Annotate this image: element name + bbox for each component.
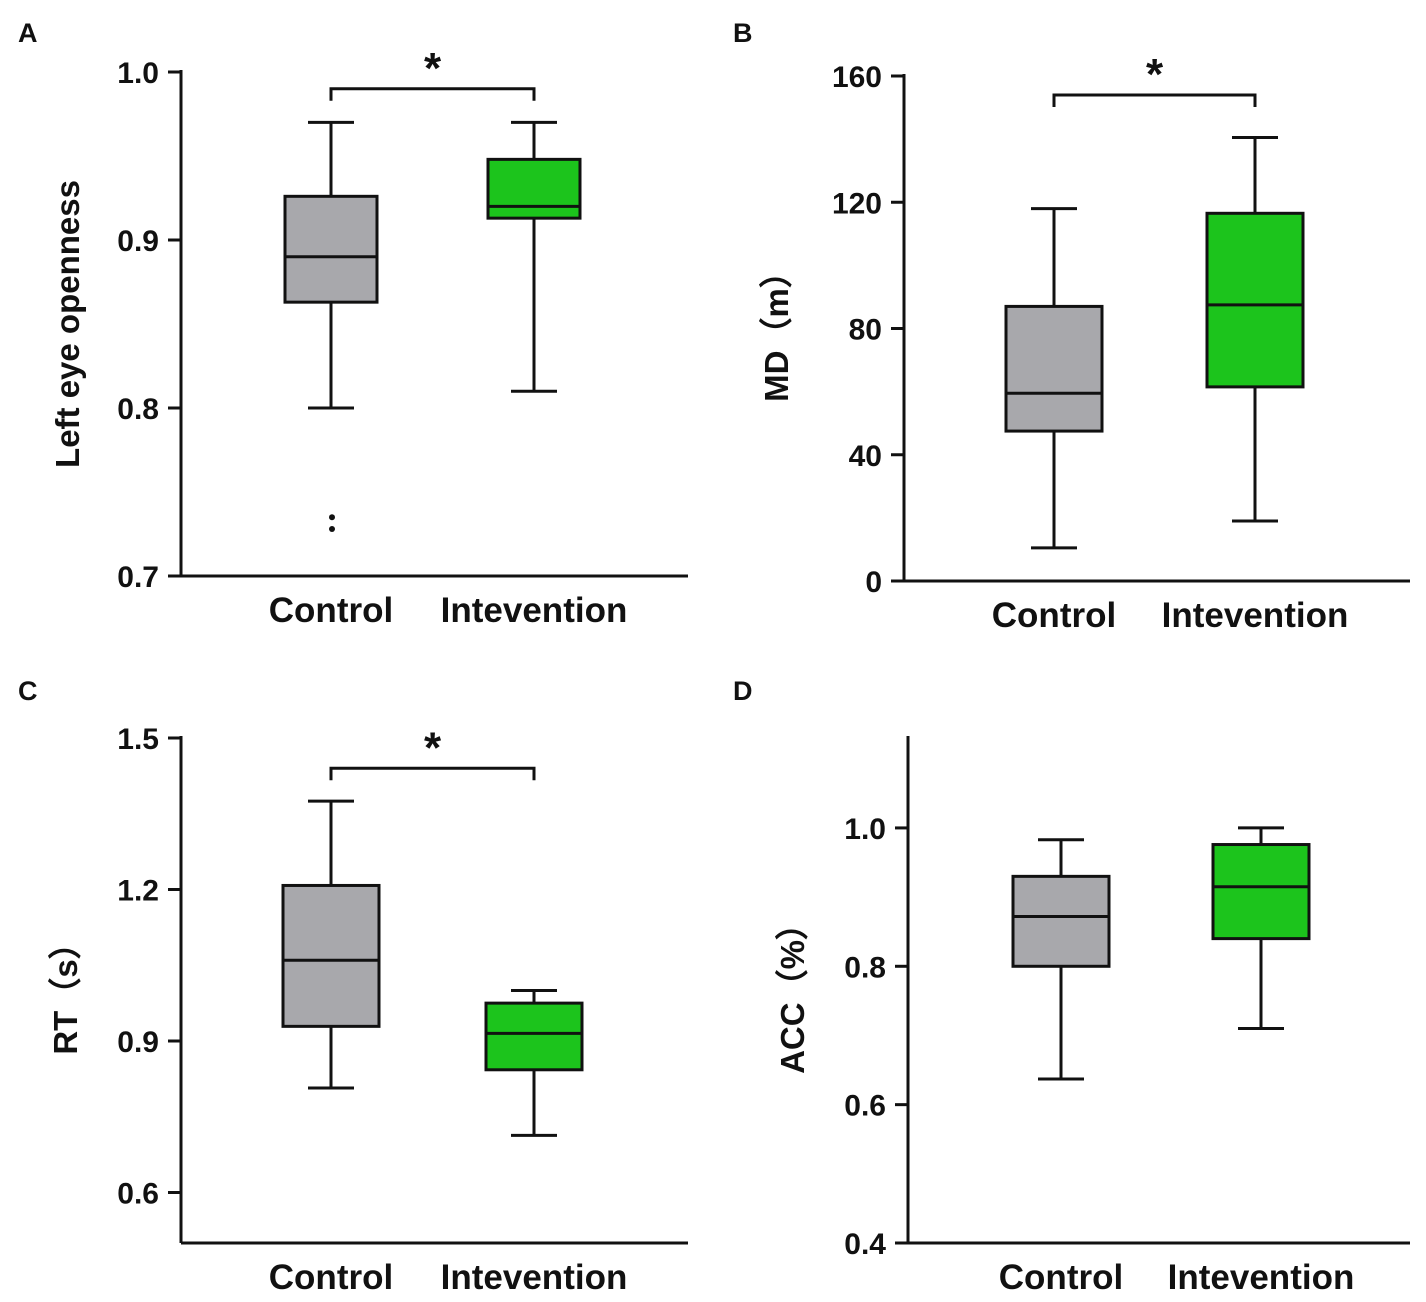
panel-a-letter: A (18, 18, 38, 48)
panel-d-y-tick-label: 1.0 (844, 813, 886, 846)
panel-c-letter: C (18, 676, 38, 706)
panel-a-control-box (283, 194, 379, 304)
panel-b-y-tick-label: 40 (849, 440, 882, 473)
panel-d-letter: D (733, 676, 753, 706)
panel-a-category-label: Intevention (441, 591, 628, 630)
panel-b-y-title: MD（m） (758, 255, 795, 402)
panel-a-significance-bracket (329, 87, 536, 101)
panel-c-y-title: RT（s） (47, 926, 84, 1054)
panel-d-y-tick-label: 0.4 (844, 1228, 886, 1261)
panel-d-category-label: Intevention (1168, 1258, 1355, 1297)
panel-a-category-label: Control (269, 591, 393, 630)
panel-a-y-tick-label: 0.7 (117, 561, 159, 594)
panel-d-y-tick-label: 0.6 (844, 1090, 886, 1123)
panel-a-control-outlier-point (329, 514, 335, 521)
panel-b-intervention-box (1205, 211, 1305, 389)
panel-c-significance-bracket (329, 766, 536, 781)
panel-d-y-tick-label: 0.8 (844, 951, 886, 984)
panel-a-intervention-box (486, 157, 582, 220)
panel-d-intervention-box (1211, 843, 1311, 941)
panel-c-y-tick-label: 0.9 (117, 1026, 159, 1059)
panel-d-category-label: Control (999, 1258, 1123, 1297)
panel-b-significance-star: * (1146, 50, 1164, 99)
panel-a-significance-star: * (424, 44, 442, 93)
panel-b-control-box (1004, 304, 1104, 433)
panel-c-y-tick-label: 0.6 (117, 1178, 159, 1211)
panel-c-y-tick-label: 1.2 (117, 875, 159, 908)
panel-b-y-tick-label: 160 (832, 61, 882, 94)
panel-b-y-tick-label: 80 (849, 314, 882, 347)
panel-a-y-title: Left eye openness (49, 180, 86, 468)
panel-c-y-tick-label: 1.5 (117, 723, 159, 756)
panel-d-control-box (1011, 874, 1111, 968)
panel-b-letter: B (733, 18, 753, 48)
panel-d-y-title: ACC（%） (774, 907, 811, 1074)
panel-c-category-label: Control (269, 1258, 393, 1297)
panel-a-y-tick-label: 0.8 (117, 393, 159, 426)
panel-c-intervention-box (484, 1001, 584, 1072)
panel-c-category-label: Intevention (441, 1258, 628, 1297)
panel-c-control-box (281, 883, 381, 1028)
panel-a-y-tick-label: 0.9 (117, 225, 159, 258)
panel-b-category-label: Intevention (1162, 596, 1349, 635)
panel-a-control-outlier-point (329, 525, 335, 532)
panel-a-y-tick-label: 1.0 (117, 57, 159, 90)
panel-b-y-tick-label: 120 (832, 187, 882, 220)
panel-b-significance-bracket (1052, 93, 1257, 107)
panel-b-y-tick-label: 0 (865, 566, 882, 599)
panel-c-significance-star: * (424, 723, 442, 772)
panel-b-category-label: Control (992, 596, 1116, 635)
